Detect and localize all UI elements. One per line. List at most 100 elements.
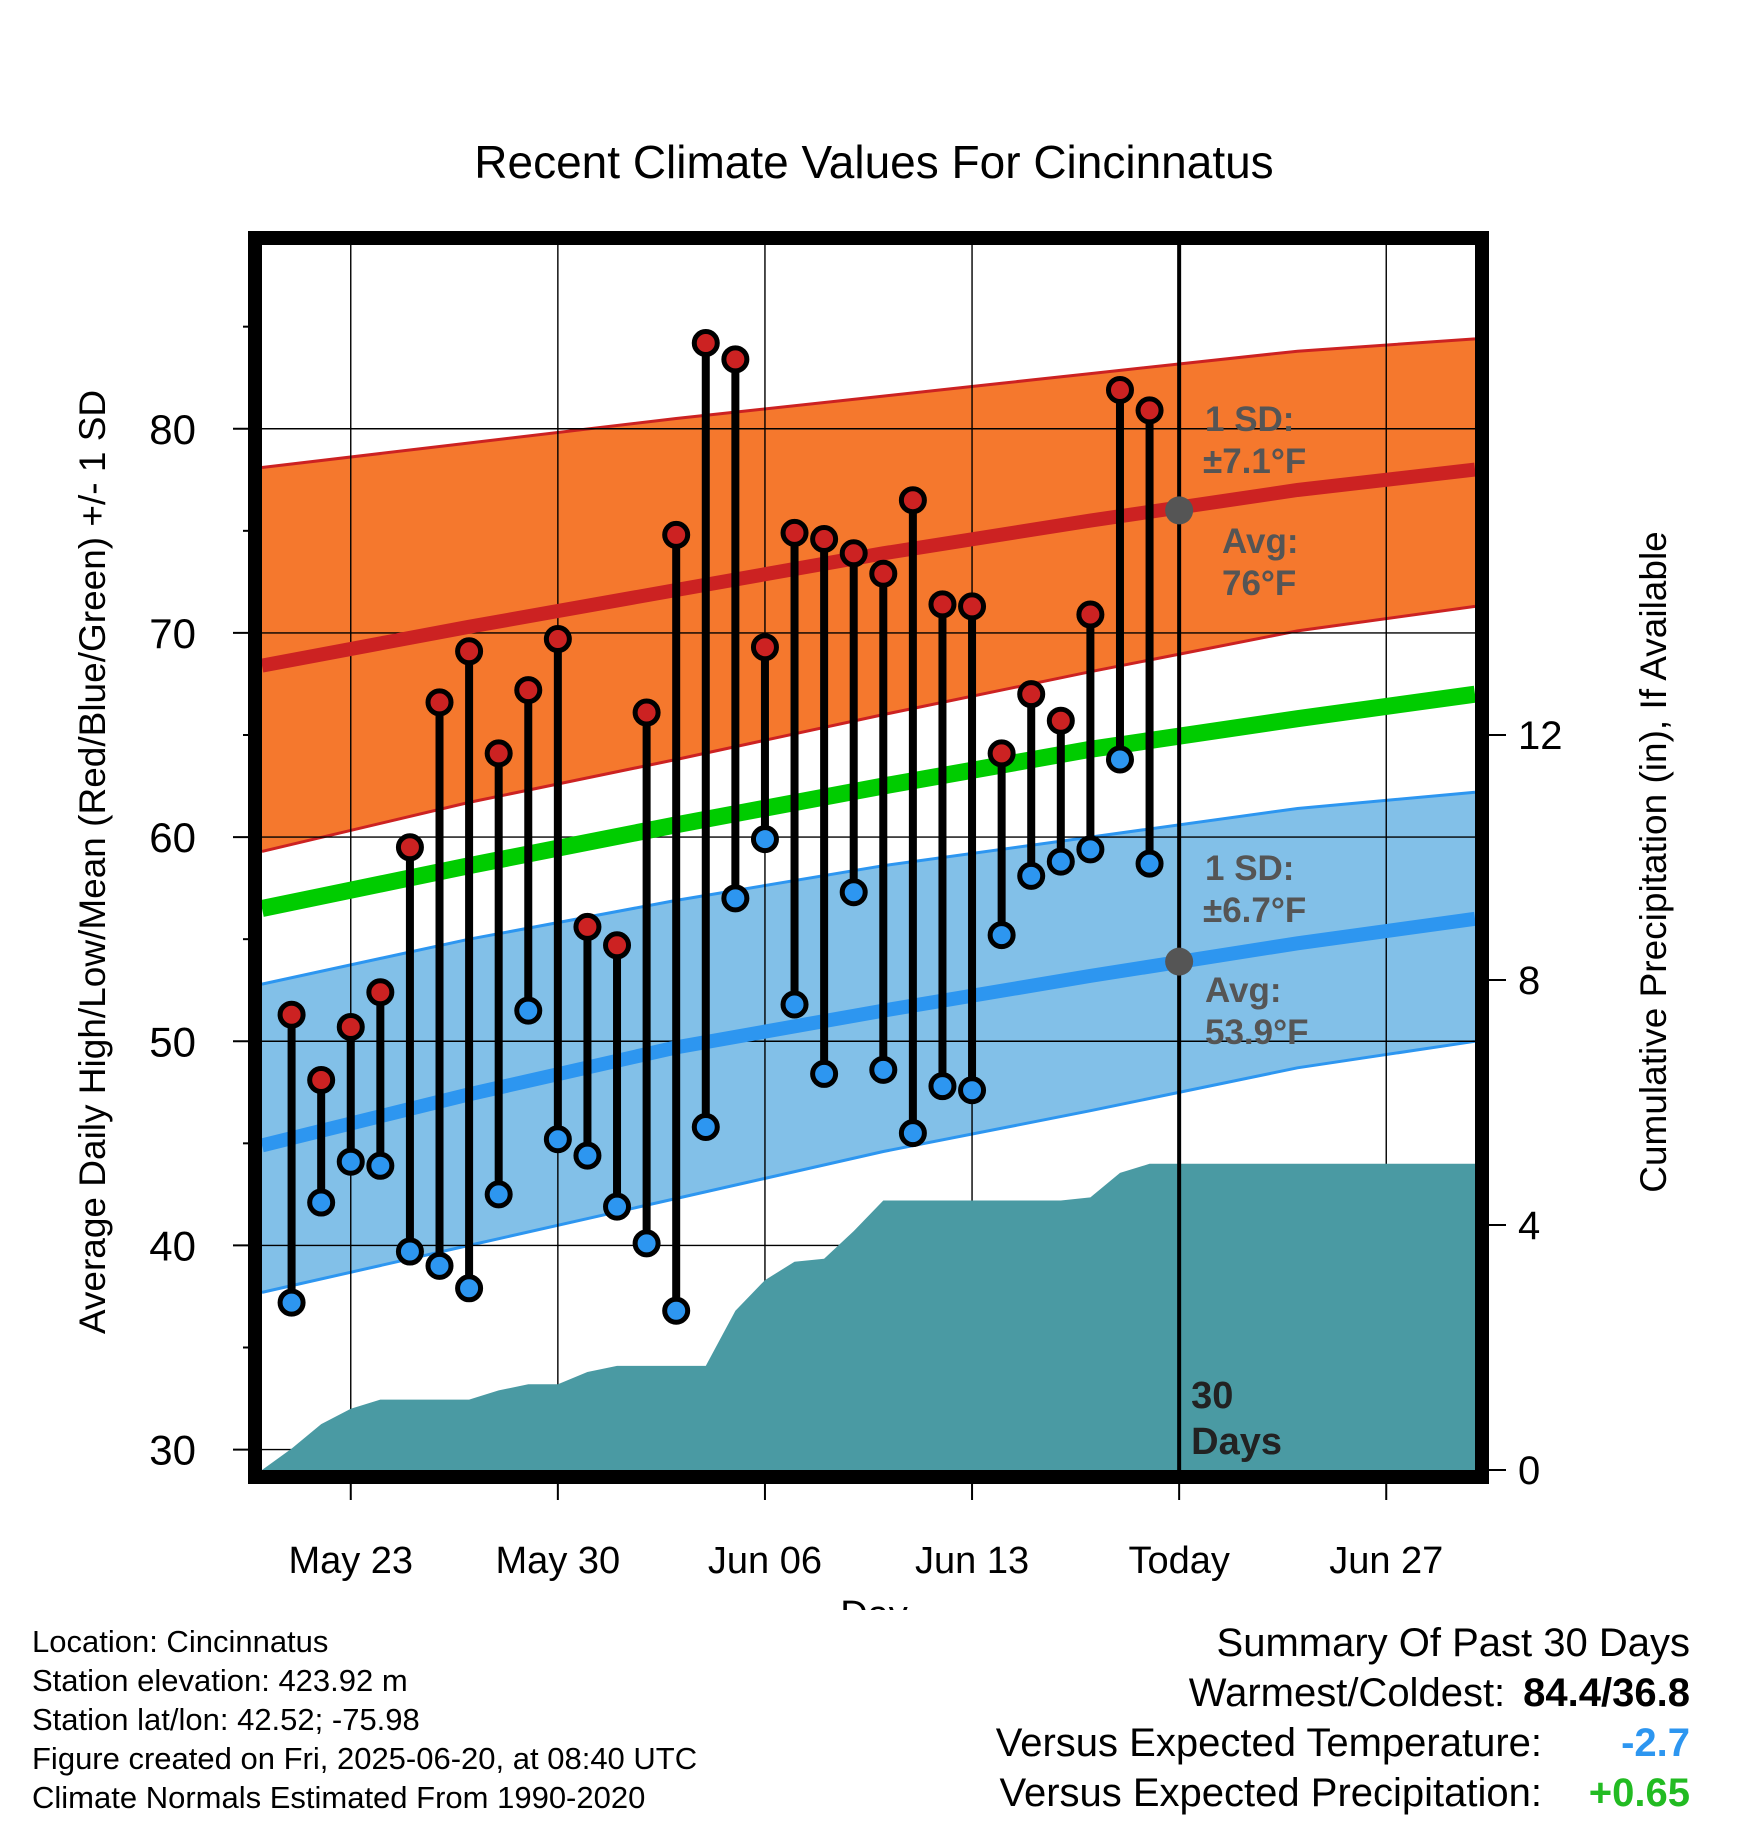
high-point [780, 518, 809, 547]
high-sd-band-upper-edge [261, 337, 1476, 469]
x-tick-label: Jun 27 [1329, 1540, 1443, 1582]
low-point [1105, 745, 1134, 774]
warm-cold-label: Warmest/Coldest: [1188, 1671, 1506, 1715]
high-point [928, 590, 957, 619]
high-point [307, 1066, 336, 1095]
high-point [603, 931, 632, 960]
low-point [543, 1125, 572, 1154]
plot-border [248, 231, 1489, 1484]
low-point [1076, 835, 1105, 864]
summary-precip: Versus Expected Precipitation: +0.65 [996, 1768, 1690, 1818]
low-point [307, 1188, 336, 1217]
y-tick-label: 60 [149, 814, 196, 861]
high-point [839, 539, 868, 568]
high-point [632, 698, 661, 727]
low-point [514, 996, 543, 1025]
station-info: Location: Cincinnatus Station elevation:… [32, 1622, 697, 1817]
chart-title: Recent Climate Values For Cincinnatus [474, 136, 1273, 188]
x-tick-label: Jun 13 [915, 1540, 1029, 1582]
high-point [721, 345, 750, 374]
info-normals: Climate Normals Estimated From 1990-2020 [32, 1780, 646, 1815]
y2-tick-label: 0 [1518, 1449, 1540, 1493]
x-tick-label: Today [1128, 1540, 1229, 1582]
info-elevation: Station elevation: 423.92 m [32, 1663, 408, 1698]
low-point [1017, 861, 1046, 890]
y2-tick-label: 8 [1518, 959, 1540, 1003]
x-tick-label: Jun 06 [708, 1540, 822, 1582]
high-sd-band [262, 338, 1475, 852]
temp-value: -2.7 [1621, 1721, 1690, 1765]
warm-cold-value: 84.4/36.8 [1523, 1671, 1690, 1715]
high-point [1046, 706, 1075, 735]
y-tick-label: 50 [149, 1018, 196, 1065]
high-point [573, 912, 602, 941]
x-tick-label: May 30 [496, 1540, 621, 1582]
high-point [1105, 375, 1134, 404]
low-point [425, 1251, 454, 1280]
y-tick-label: 80 [149, 406, 196, 453]
y-tick-label: 30 [149, 1427, 196, 1474]
temp-label: Versus Expected Temperature: [995, 1721, 1542, 1765]
summary-panel: Summary Of Past 30 Days Warmest/Coldest:… [996, 1618, 1690, 1818]
low-avg-value: 53.9°F [1205, 1013, 1309, 1052]
low-point [750, 825, 779, 854]
info-latlon: Station lat/lon: 42.52; -75.98 [32, 1702, 420, 1737]
today-high-avg-dot [1165, 496, 1194, 525]
high-point [987, 739, 1016, 768]
high-point [958, 592, 987, 621]
info-created: Figure created on Fri, 2025-06-20, at 08… [32, 1741, 698, 1776]
low-point [928, 1072, 957, 1101]
climate-chart: Recent Climate Values For Cincinnatus 30… [72, 136, 1674, 1610]
high-point [395, 833, 424, 862]
summary-warm-cold: Warmest/Coldest: 84.4/36.8 [996, 1668, 1690, 1718]
low-point [336, 1147, 365, 1176]
low-point [869, 1055, 898, 1084]
high-point [277, 1000, 306, 1029]
low-point [395, 1237, 424, 1266]
high-point [869, 559, 898, 588]
today-low-avg-dot [1165, 947, 1194, 976]
y-tick-label: 40 [149, 1222, 196, 1269]
low-point [573, 1141, 602, 1170]
low-point [1046, 847, 1075, 876]
y-tick-label: 70 [149, 610, 196, 657]
high-point [425, 688, 454, 717]
low-point [366, 1151, 395, 1180]
high-sd-label: 1 SD: [1205, 400, 1294, 439]
info-location: Location: Cincinnatus [32, 1624, 329, 1659]
high-point [1135, 396, 1164, 425]
today-days-label: 30 [1191, 1375, 1233, 1417]
low-point [662, 1296, 691, 1325]
high-point [543, 625, 572, 654]
high-point [750, 633, 779, 662]
high-point [810, 525, 839, 553]
low-point [839, 878, 868, 907]
low-sd-value: ±6.7°F [1203, 891, 1306, 930]
high-point [898, 486, 927, 515]
high-point [691, 329, 720, 357]
low-point [721, 884, 750, 913]
y-axis-label: Average Daily High/Low/Mean (Red/Blue/Gr… [72, 390, 113, 1334]
y2-tick-label: 4 [1518, 1204, 1540, 1248]
normal-bands [261, 337, 1476, 1294]
low-point [484, 1180, 513, 1209]
low-point [1135, 849, 1164, 878]
high-point [1017, 680, 1046, 709]
observations [277, 329, 1164, 1325]
high-point [484, 739, 513, 768]
low-point [898, 1119, 927, 1148]
summary-temp: Versus Expected Temperature: -2.7 [996, 1718, 1690, 1768]
high-point [662, 520, 691, 549]
high-normal-line [260, 462, 1476, 673]
low-point [632, 1229, 661, 1258]
high-point [1076, 600, 1105, 629]
x-axis-label: Day [840, 1594, 908, 1610]
low-point [603, 1192, 632, 1221]
high-sd-value: ±7.1°F [1203, 442, 1306, 481]
low-point [455, 1274, 484, 1303]
high-point [514, 676, 543, 705]
precip-fill [262, 1163, 1475, 1470]
precip-value: +0.65 [1588, 1771, 1690, 1815]
